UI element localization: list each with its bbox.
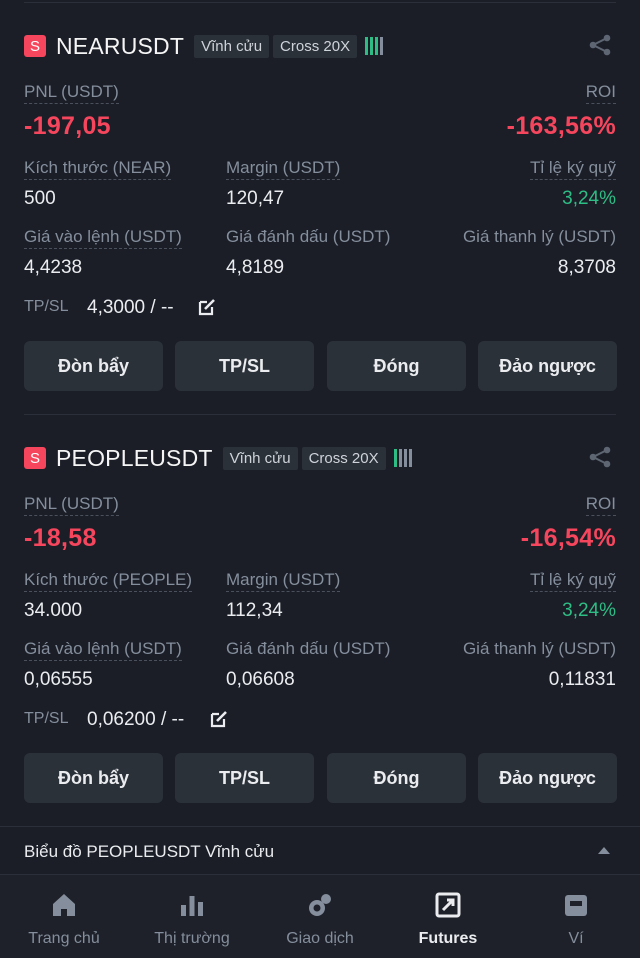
margin-label[interactable]: Margin (USDT) — [226, 570, 341, 592]
nav-home[interactable]: Trang chủ — [0, 875, 128, 958]
size-value: 500 — [24, 188, 56, 209]
tpsl-value: 4,3000 / -- — [87, 297, 174, 318]
leverage-button[interactable]: Đòn bẩy — [24, 341, 163, 391]
wallet-icon — [565, 895, 587, 916]
nav-markets[interactable]: Thị trường — [128, 875, 256, 958]
contract-type-tag: Vĩnh cửu — [222, 446, 298, 470]
tpsl-button[interactable]: TP/SL — [175, 341, 314, 391]
margin-value: 112,34 — [226, 600, 283, 621]
edit-icon[interactable] — [210, 710, 228, 728]
position-header: S NEARUSDT Vĩnh cửu Cross 20X — [24, 32, 384, 60]
roi-value: -16,54% — [520, 524, 616, 552]
pnl-label[interactable]: PNL (USDT) — [24, 82, 119, 104]
liq-price-value: 0,11831 — [548, 669, 616, 690]
nav-label: Giao dịch — [286, 930, 354, 947]
entry-price-value: 0,06555 — [24, 669, 93, 690]
short-badge: S — [24, 447, 46, 469]
mark-price-value: 4,8189 — [226, 257, 285, 278]
tpsl-button[interactable]: TP/SL — [175, 753, 314, 803]
pnl-value: -18,58 — [24, 524, 97, 552]
leverage-tag: Cross 20X — [273, 34, 358, 58]
tpsl-label: TP/SL — [24, 298, 69, 315]
size-label[interactable]: Kích thước (PEOPLE) — [24, 570, 193, 592]
symbol-name[interactable]: NEARUSDT — [56, 32, 185, 59]
pnl-value: -197,05 — [24, 112, 111, 140]
trade-icon — [309, 894, 331, 916]
nav-label: Trang chủ — [28, 930, 100, 947]
reverse-button[interactable]: Đảo ngược — [478, 341, 617, 391]
close-button[interactable]: Đóng — [327, 753, 466, 803]
pnl-label[interactable]: PNL (USDT) — [24, 494, 119, 516]
symbol-name[interactable]: PEOPLEUSDT — [56, 444, 213, 471]
margin-value: 120,47 — [226, 188, 285, 209]
roi-value: -163,56% — [506, 112, 616, 140]
chart-toggle-bar[interactable]: Biểu đồ PEOPLEUSDT Vĩnh cửu — [0, 826, 640, 874]
nav-label: Ví — [568, 930, 584, 947]
position-divider — [24, 414, 616, 415]
margin-label[interactable]: Margin (USDT) — [226, 158, 341, 180]
entry-price-label[interactable]: Giá vào lệnh (USDT) — [24, 227, 182, 249]
roi-label[interactable]: ROI — [585, 494, 616, 516]
margin-ratio-label[interactable]: Tỉ lệ ký quỹ — [530, 158, 616, 180]
top-divider — [24, 2, 616, 3]
share-icon[interactable] — [588, 446, 612, 468]
futures-icon — [435, 892, 461, 918]
entry-price-value: 4,4238 — [24, 257, 83, 278]
risk-level-icon — [365, 37, 384, 55]
mark-price-label: Giá đánh dấu (USDT) — [226, 639, 391, 658]
edit-icon[interactable] — [198, 298, 216, 316]
margin-ratio-value: 3,24% — [562, 600, 616, 621]
contract-type-tag: Vĩnh cửu — [194, 34, 270, 58]
nav-trade[interactable]: Giao dịch — [256, 875, 384, 958]
size-label[interactable]: Kích thước (NEAR) — [24, 158, 172, 180]
mark-price-label: Giá đánh dấu (USDT) — [226, 227, 391, 246]
nav-futures[interactable]: Futures — [384, 875, 512, 958]
mark-price-value: 0,06608 — [226, 669, 295, 690]
tpsl-label: TP/SL — [24, 710, 69, 727]
liq-price-label: Giá thanh lý (USDT) — [462, 639, 616, 658]
tpsl-value: 0,06200 / -- — [87, 709, 185, 730]
risk-level-icon — [393, 449, 412, 467]
roi-label[interactable]: ROI — [585, 82, 616, 104]
liq-price-value: 8,3708 — [557, 257, 616, 278]
market-bars-icon — [181, 896, 203, 916]
leverage-button[interactable]: Đòn bẩy — [24, 753, 163, 803]
bottom-nav: Trang chủ Thị trường Giao dịch Futures V… — [0, 874, 640, 958]
chart-toggle-label: Biểu đồ PEOPLEUSDT Vĩnh cửu — [24, 842, 275, 861]
position-header: S PEOPLEUSDT Vĩnh cửu Cross 20X — [24, 444, 412, 472]
margin-ratio-label[interactable]: Tỉ lệ ký quỹ — [530, 570, 616, 592]
nav-label: Thị trường — [154, 930, 230, 947]
entry-price-label[interactable]: Giá vào lệnh (USDT) — [24, 639, 182, 661]
margin-ratio-value: 3,24% — [562, 188, 616, 209]
close-button[interactable]: Đóng — [327, 341, 466, 391]
chevron-up-icon[interactable] — [598, 847, 610, 854]
short-badge: S — [24, 35, 46, 57]
nav-label: Futures — [418, 930, 478, 947]
size-value: 34.000 — [24, 600, 83, 621]
home-icon — [53, 894, 75, 916]
nav-wallet[interactable]: Ví — [512, 875, 640, 958]
reverse-button[interactable]: Đảo ngược — [478, 753, 617, 803]
liq-price-label: Giá thanh lý (USDT) — [462, 227, 616, 246]
share-icon[interactable] — [588, 34, 612, 56]
leverage-tag: Cross 20X — [301, 446, 386, 470]
